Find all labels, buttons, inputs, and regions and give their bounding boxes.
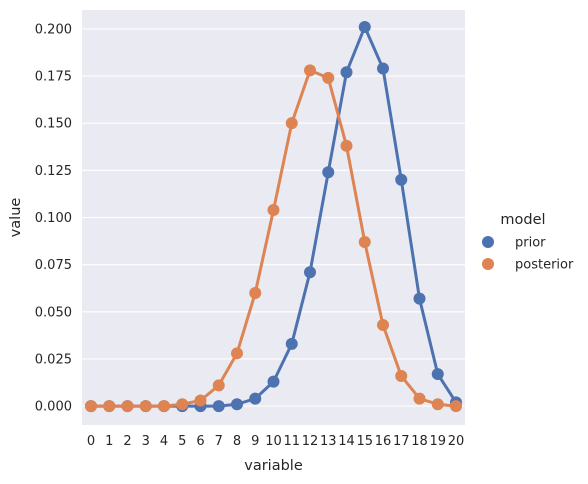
series-posterior (85, 64, 462, 413)
data-point (322, 71, 335, 84)
series-layer (85, 20, 462, 413)
x-tick-label: 20 (448, 434, 465, 449)
data-point (212, 400, 225, 413)
x-tick-label: 19 (429, 434, 446, 449)
data-point (231, 347, 243, 360)
data-point (249, 392, 262, 405)
data-point (285, 337, 298, 350)
x-tick-label: 12 (302, 434, 319, 449)
y-tick-label: 0.100 (35, 211, 72, 226)
legend-items: prior posterior (482, 236, 574, 273)
y-tick-label: 0.125 (35, 164, 72, 179)
data-point (103, 400, 116, 413)
y-tick-label: 0.075 (35, 258, 72, 273)
data-point (450, 400, 462, 413)
legend-title: model (500, 212, 545, 228)
data-point (431, 398, 444, 411)
x-tick-label: 17 (393, 434, 410, 449)
data-point (395, 173, 408, 186)
data-point (358, 236, 371, 249)
data-point (377, 62, 389, 75)
data-point (304, 64, 316, 77)
x-tick-label: 16 (375, 434, 392, 449)
data-point (304, 266, 316, 279)
x-tick-label: 13 (320, 434, 337, 449)
data-point (212, 379, 225, 392)
x-tick-label: 15 (356, 434, 373, 449)
y-tick-label: 0.050 (35, 305, 72, 320)
x-axis-label: variable (244, 458, 303, 474)
data-point (377, 319, 389, 332)
x-tick-label: 5 (178, 434, 186, 449)
data-point (176, 398, 189, 411)
legend-label: posterior (515, 258, 574, 273)
x-tick-label: 18 (411, 434, 428, 449)
y-tick-label: 0.150 (35, 117, 72, 132)
legend-marker (482, 236, 494, 248)
data-point (249, 286, 262, 299)
x-tick-label: 14 (338, 434, 355, 449)
data-point (121, 400, 134, 413)
y-tick-labels: 0.000 0.025 0.050 0.075 0.100 0.125 0.150 0.175… (35, 22, 72, 414)
data-point (267, 375, 280, 388)
x-tick-labels: 0 1 2 3 4 5 6 7 8 9 10 11 12 13 14 15 16 17 18 19 20 (87, 434, 464, 449)
data-point (194, 394, 207, 407)
x-tick-label: 2 (123, 434, 131, 449)
x-tick-label: 3 (142, 434, 150, 449)
data-point (85, 400, 97, 413)
data-point (322, 166, 335, 179)
y-tick-label: 0.175 (35, 70, 72, 85)
x-tick-label: 11 (283, 434, 300, 449)
data-point (413, 392, 426, 405)
x-tick-label: 10 (265, 434, 282, 449)
x-tick-label: 4 (160, 434, 168, 449)
x-tick-label: 6 (196, 434, 204, 449)
data-point (285, 117, 298, 130)
data-point (231, 398, 243, 411)
data-point (431, 368, 444, 381)
data-point (395, 369, 408, 382)
x-tick-label: 7 (215, 434, 223, 449)
y-tick-label: 0.000 (35, 400, 72, 415)
data-point (340, 139, 353, 152)
data-point (358, 20, 371, 33)
x-tick-label: 0 (87, 434, 95, 449)
legend-marker (482, 258, 494, 270)
data-point (139, 400, 152, 413)
legend: model prior posterior (482, 212, 574, 273)
data-point (340, 66, 353, 79)
data-point (267, 203, 280, 216)
data-point (413, 292, 426, 305)
y-tick-label: 0.200 (35, 22, 72, 37)
data-point (158, 400, 170, 413)
x-tick-label: 1 (105, 434, 113, 449)
x-tick-label: 8 (233, 434, 241, 449)
legend-label: prior (515, 236, 546, 251)
y-tick-label: 0.025 (35, 352, 72, 367)
x-tick-label: 9 (251, 434, 259, 449)
y-axis-label: value (8, 198, 24, 238)
